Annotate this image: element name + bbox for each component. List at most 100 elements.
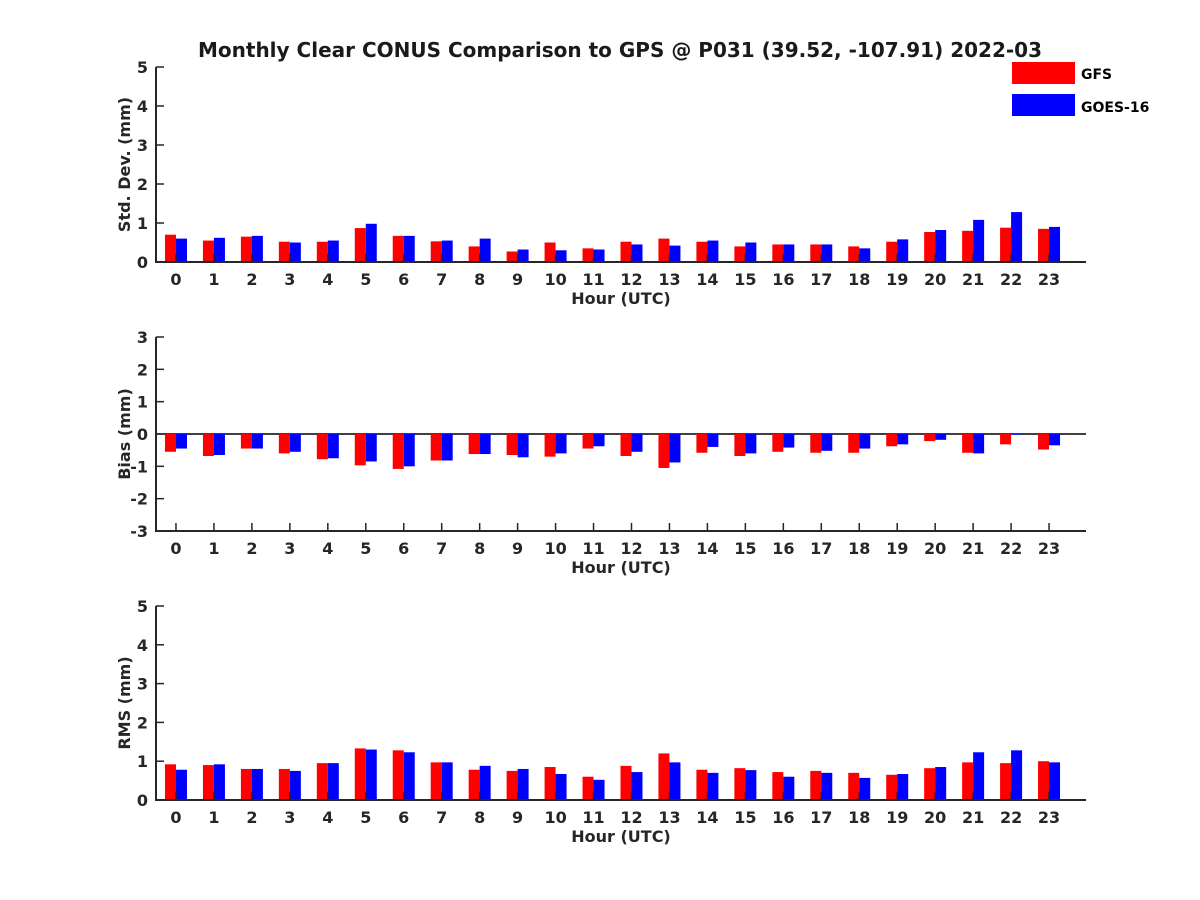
bar-goes16-8 <box>479 434 491 455</box>
bar-gfs-9 <box>506 770 518 800</box>
bar-goes16-6 <box>403 434 415 467</box>
bar-gfs-2 <box>240 236 252 262</box>
bar-goes16-11 <box>593 249 605 262</box>
bar-gfs-22 <box>1000 763 1012 800</box>
y-tick-label: 5 <box>137 597 148 616</box>
x-tick-label: 9 <box>512 808 523 827</box>
bar-goes16-20 <box>935 767 947 800</box>
x-tick-label: 23 <box>1038 270 1060 289</box>
bar-goes16-10 <box>555 774 567 800</box>
x-tick-label: 12 <box>620 539 642 558</box>
legend-label-gfs: GFS <box>1081 67 1112 83</box>
bar-goes16-10 <box>555 250 567 262</box>
bar-gfs-1 <box>202 434 214 456</box>
bar-goes16-4 <box>327 434 339 459</box>
y-axis-label: Bias (mm) <box>115 388 134 480</box>
x-tick-label: 1 <box>208 539 219 558</box>
x-tick-label: 18 <box>848 270 870 289</box>
y-axis-label: RMS (mm) <box>115 656 134 749</box>
x-tick-label: 11 <box>582 539 604 558</box>
bar-gfs-1 <box>202 765 214 800</box>
bar-gfs-14 <box>696 769 708 800</box>
bar-goes16-21 <box>973 752 985 800</box>
bar-goes16-11 <box>593 434 605 447</box>
x-tick-label: 19 <box>886 539 908 558</box>
bar-goes16-12 <box>631 244 643 262</box>
bar-goes16-22 <box>1011 750 1023 800</box>
bar-goes16-14 <box>707 240 719 262</box>
x-tick-label: 2 <box>246 808 257 827</box>
x-tick-label: 22 <box>1000 539 1022 558</box>
x-tick-label: 5 <box>360 808 371 827</box>
bar-goes16-7 <box>441 434 453 461</box>
bar-gfs-23 <box>1038 434 1050 450</box>
bar-gfs-15 <box>734 768 746 800</box>
x-tick-label: 7 <box>436 539 447 558</box>
x-tick-label: 19 <box>886 270 908 289</box>
bar-goes16-11 <box>593 779 605 800</box>
x-tick-label: 22 <box>1000 270 1022 289</box>
x-tick-label: 12 <box>620 808 642 827</box>
bar-goes16-22 <box>1011 434 1023 435</box>
bar-goes16-13 <box>669 762 681 800</box>
bar-goes16-5 <box>365 749 377 800</box>
bar-goes16-14 <box>707 434 719 447</box>
bar-goes16-8 <box>479 765 491 800</box>
bar-gfs-14 <box>696 434 708 453</box>
x-tick-label: 5 <box>360 270 371 289</box>
bar-gfs-2 <box>240 434 252 449</box>
legend-swatch-goes16 <box>1012 94 1075 116</box>
bar-goes16-10 <box>555 434 567 454</box>
x-tick-label: 19 <box>886 808 908 827</box>
bar-gfs-13 <box>658 434 670 468</box>
y-tick-label: 0 <box>137 425 148 444</box>
x-tick-label: 14 <box>696 539 718 558</box>
bar-goes16-18 <box>859 777 871 800</box>
bar-goes16-16 <box>783 244 795 262</box>
x-tick-label: 10 <box>544 539 566 558</box>
bar-gfs-0 <box>164 234 176 262</box>
bar-gfs-6 <box>392 235 404 262</box>
x-tick-label: 9 <box>512 539 523 558</box>
x-tick-label: 17 <box>810 270 832 289</box>
bar-gfs-21 <box>962 434 974 453</box>
y-tick-label: 0 <box>137 253 148 272</box>
bar-gfs-3 <box>278 241 290 262</box>
y-tick-label: 5 <box>137 58 148 77</box>
bar-goes16-15 <box>745 770 757 800</box>
bar-gfs-21 <box>962 230 974 262</box>
y-tick-label: 4 <box>137 97 148 116</box>
bar-gfs-9 <box>506 251 518 262</box>
bar-gfs-10 <box>544 767 556 800</box>
bar-goes16-9 <box>517 249 529 262</box>
bar-gfs-19 <box>886 774 898 800</box>
bar-gfs-19 <box>886 241 898 262</box>
bar-goes16-17 <box>821 434 833 451</box>
x-axis-label: Hour (UTC) <box>571 558 671 577</box>
bar-goes16-20 <box>935 230 947 262</box>
bar-goes16-0 <box>175 434 187 449</box>
x-tick-label: 20 <box>924 539 946 558</box>
bar-goes16-3 <box>289 434 301 452</box>
x-tick-label: 1 <box>208 808 219 827</box>
bar-gfs-14 <box>696 241 708 262</box>
bar-goes16-17 <box>821 772 833 800</box>
x-tick-label: 11 <box>582 808 604 827</box>
bar-gfs-7 <box>430 241 442 262</box>
x-tick-label: 10 <box>544 270 566 289</box>
bar-gfs-7 <box>430 434 442 461</box>
bar-goes16-20 <box>935 434 947 440</box>
y-tick-label: 3 <box>137 328 148 347</box>
bar-gfs-23 <box>1038 228 1050 262</box>
bar-goes16-17 <box>821 244 833 262</box>
x-tick-label: 8 <box>474 539 485 558</box>
bar-goes16-7 <box>441 762 453 800</box>
x-tick-label: 0 <box>170 808 181 827</box>
bar-gfs-2 <box>240 768 252 800</box>
x-tick-label: 16 <box>772 270 794 289</box>
y-tick-label: 2 <box>137 360 148 379</box>
x-tick-label: 22 <box>1000 808 1022 827</box>
bar-gfs-15 <box>734 434 746 456</box>
bar-gfs-22 <box>1000 434 1012 445</box>
